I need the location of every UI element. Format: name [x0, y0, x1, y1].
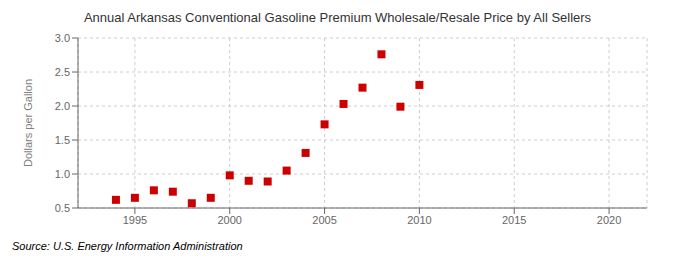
svg-text:1.0: 1.0 [55, 168, 70, 180]
svg-text:2.5: 2.5 [55, 66, 70, 78]
svg-text:2000: 2000 [217, 214, 241, 226]
svg-text:2.0: 2.0 [55, 100, 70, 112]
svg-text:2005: 2005 [312, 214, 336, 226]
svg-text:Dollars per Gallon: Dollars per Gallon [22, 79, 34, 167]
svg-text:2020: 2020 [597, 214, 621, 226]
svg-text:1.5: 1.5 [55, 134, 70, 146]
html-text:Annual Arkansas Conventional G: Annual Arkansas Conventional Gasoline Pr… [83, 10, 592, 25]
svg-text:2015: 2015 [502, 214, 526, 226]
svg-text:2010: 2010 [407, 214, 431, 226]
svg-text:0.5: 0.5 [55, 202, 70, 214]
svg-text:3.0: 3.0 [55, 32, 70, 44]
html-text:Source: U.S. Energy Informatio: Source: U.S. Energy Information Administ… [12, 240, 243, 252]
svg-text:1995: 1995 [123, 214, 147, 226]
